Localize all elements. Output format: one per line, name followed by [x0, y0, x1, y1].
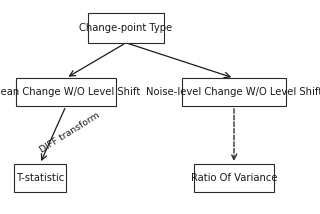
Text: Noise-level Change W/O Level Shift: Noise-level Change W/O Level Shift [146, 87, 320, 97]
FancyBboxPatch shape [194, 164, 274, 192]
FancyBboxPatch shape [182, 78, 286, 106]
Text: T-statistic: T-statistic [16, 173, 64, 183]
Text: DIFF transform: DIFF transform [38, 111, 101, 155]
Text: Ratio Of Variance: Ratio Of Variance [191, 173, 277, 183]
Text: Mean Change W/O Level Shift: Mean Change W/O Level Shift [0, 87, 140, 97]
FancyBboxPatch shape [16, 78, 116, 106]
FancyBboxPatch shape [88, 13, 164, 43]
Text: Change-point Type: Change-point Type [79, 23, 172, 33]
FancyBboxPatch shape [14, 164, 66, 192]
